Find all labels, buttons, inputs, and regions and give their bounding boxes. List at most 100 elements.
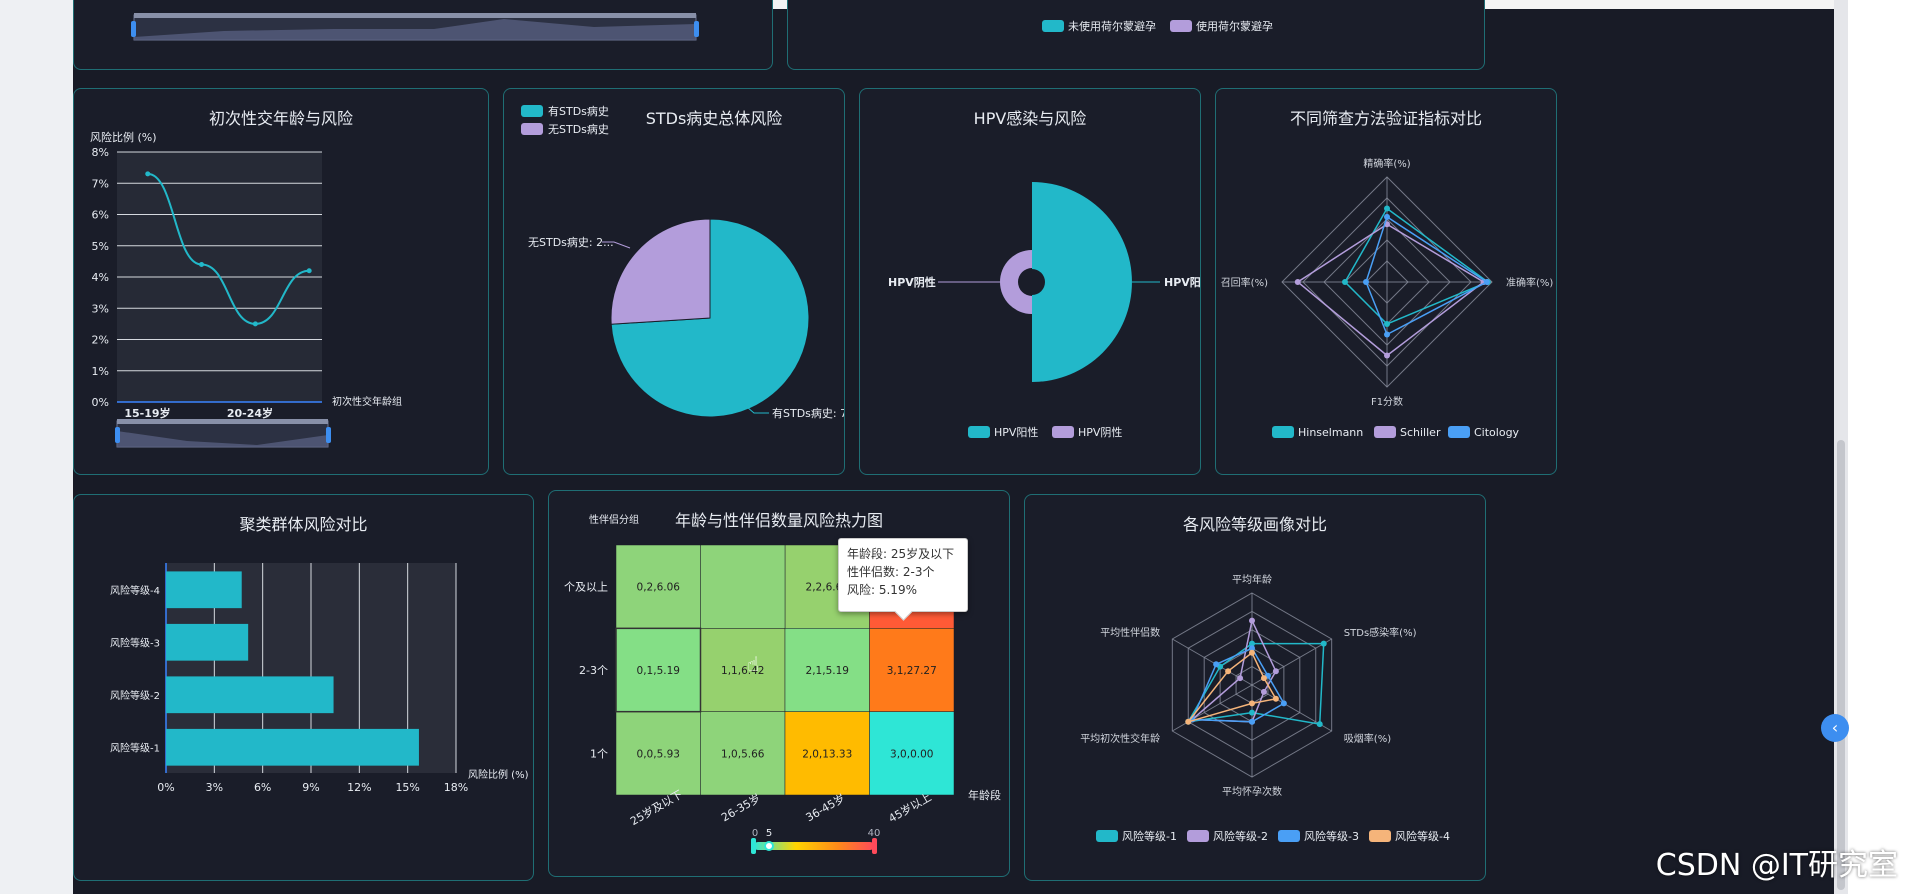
datazoom-slider (115, 419, 331, 448)
x-tick-label: 18% (444, 781, 468, 794)
data-point (252, 321, 258, 327)
heatmap-cell (700, 711, 786, 796)
profile-panel: 各风险等级画像对比 平均年龄 STDs感染率(%) 吸烟率(%) 平均怀孕次数 平均初次… (1024, 494, 1486, 881)
legend-label: 风险等级-4 (1395, 829, 1450, 843)
profile-title: 各风险等级画像对比 (1182, 515, 1327, 534)
y-tick-label: 5% (92, 240, 109, 253)
radar-point (1260, 675, 1267, 682)
radar-axis-label: 准确率(%) (1506, 276, 1553, 289)
radar-point (1249, 700, 1255, 707)
x-tick-label: 9% (302, 781, 319, 794)
heatmap-tooltip: 年龄段: 25岁及以下 性伴侣数: 2-3个 风险: 5.19% (838, 538, 968, 612)
bar (166, 571, 242, 609)
visualmap-marker (764, 841, 774, 851)
tooltip-age: 年龄段: 25岁及以下 (847, 547, 955, 561)
legend-label: 无STDs病史 (548, 122, 609, 136)
x-tick-label: 15% (395, 781, 419, 794)
cluster-panel: 聚类群体风险对比 0% 3% 6% 9% 12% 15% 18% 风险比例 (%) 风险等级-4… (73, 494, 534, 881)
hand-cursor-icon: ☝ (747, 652, 760, 676)
stds-history-title: STDs病史总体风险 (645, 109, 783, 128)
radar-point (1384, 205, 1390, 212)
tooltip-partners: 性伴侣数: 2-3个 (847, 565, 935, 579)
heatmap-cell-label: 1,0,5.66 (721, 748, 765, 760)
label-line (602, 241, 631, 249)
radar-point (1185, 718, 1192, 725)
radar-axis-label: 召回率(%) (1221, 276, 1268, 289)
pie-label: 有STDs病史: 7... (772, 406, 844, 420)
slider-preview (117, 431, 328, 447)
radar-point (1213, 661, 1220, 668)
radar-axis-label: STDs感染率(%) (1344, 626, 1417, 639)
legend-label-hormonal[interactable]: 使用荷尔蒙避孕 (1196, 19, 1273, 33)
first-sex-age-title: 初次性交年龄与风险 (208, 109, 353, 128)
legend-swatch (1369, 830, 1391, 842)
x-tick-label: 6% (254, 781, 271, 794)
x-tick-label: 3% (206, 781, 223, 794)
legend-swatch (1272, 426, 1294, 438)
radar-axis-label: 平均初次性交年龄 (1080, 732, 1160, 745)
legend-swatch (1278, 830, 1300, 842)
radar-point (1249, 617, 1255, 624)
legend-swatch (521, 123, 543, 135)
heatmap-cell (700, 628, 786, 712)
legend-label-no-hormonal[interactable]: 未使用荷尔蒙避孕 (1068, 19, 1156, 33)
heatmap-title: 年龄与性伴侣数量风险热力图 (674, 511, 883, 530)
y-tick-label: 个及以上 (564, 581, 608, 594)
heatmap-cell (615, 628, 701, 712)
heatmap-cell (869, 711, 955, 796)
pie-label: 无STDs病史: 2... (528, 235, 614, 249)
radar-axis-label: 精确率(%) (1363, 157, 1410, 170)
legend-swatch (1052, 426, 1074, 438)
heatmap-panel: 年龄与性伴侣数量风险热力图 0,2,6.062,2,6.673,2,33.330… (548, 490, 1010, 877)
legend-swatch-hormonal[interactable] (1170, 20, 1192, 32)
slider-handle-right[interactable] (694, 21, 699, 37)
radar-axis-label: 平均性伴侣数 (1100, 626, 1160, 639)
hpv-label-positive: HPV阳性 (1164, 275, 1200, 289)
legend-swatch-no-hormonal[interactable] (1042, 20, 1064, 32)
hpv-negative-slice (1000, 250, 1032, 314)
x-axis-label: 年龄段 (968, 788, 1001, 802)
radar-point (1249, 649, 1255, 656)
radar-point (1260, 688, 1267, 695)
radar-point (1249, 645, 1255, 652)
radar-point (1483, 279, 1490, 285)
dashboard: 未使用荷尔蒙避孕 使用荷尔蒙避孕 初次性交年龄与风险 风险比例 (%) 8% 7% 6… (73, 0, 1834, 894)
slider-handle-left[interactable] (131, 21, 136, 37)
legend-swatch (1448, 426, 1470, 438)
pie-slice (610, 218, 711, 325)
datazoom-slider-top[interactable] (74, 0, 772, 69)
heatmap-cell-label: 2,1,5.19 (806, 665, 849, 677)
y-tick-label: 2% (92, 334, 109, 347)
radar-axis-label: 平均怀孕次数 (1222, 785, 1282, 798)
legend-label: 风险等级-2 (1213, 829, 1268, 843)
heatmap-cell (869, 628, 955, 712)
legend-swatch (521, 105, 543, 117)
legend-swatch (1096, 830, 1118, 842)
label-line (739, 400, 769, 414)
radar-axis-label: 吸烟率(%) (1344, 732, 1391, 745)
radar-point (1384, 331, 1390, 338)
heatmap-cell (700, 544, 786, 629)
y-tick-label: 0% (92, 396, 109, 409)
page-scrollbar-thumb[interactable] (1837, 440, 1845, 890)
radar-point (1249, 709, 1255, 716)
heatmap-cell-label: 1,1,6.42 (721, 665, 764, 677)
legend-label: Citology (1474, 426, 1520, 439)
collapse-chevron-icon[interactable]: ‹ (1821, 714, 1849, 742)
radar-point (1249, 718, 1255, 725)
right-margin (1848, 0, 1910, 894)
heatmap-cell (784, 711, 870, 796)
radar-point (1272, 668, 1279, 675)
heatmap-cell (615, 711, 701, 796)
data-point (145, 171, 151, 177)
legend-label: 有STDs病史 (548, 104, 609, 118)
legend-label: HPV阴性 (1078, 425, 1122, 439)
data-point (306, 268, 312, 274)
y-tick-label: 2-3个 (579, 664, 608, 677)
y-tick-label: 6% (92, 209, 109, 222)
y-tick-label: 风险等级-3 (110, 636, 160, 649)
x-tick-label: 0% (157, 781, 174, 794)
radar-point (1384, 213, 1390, 220)
